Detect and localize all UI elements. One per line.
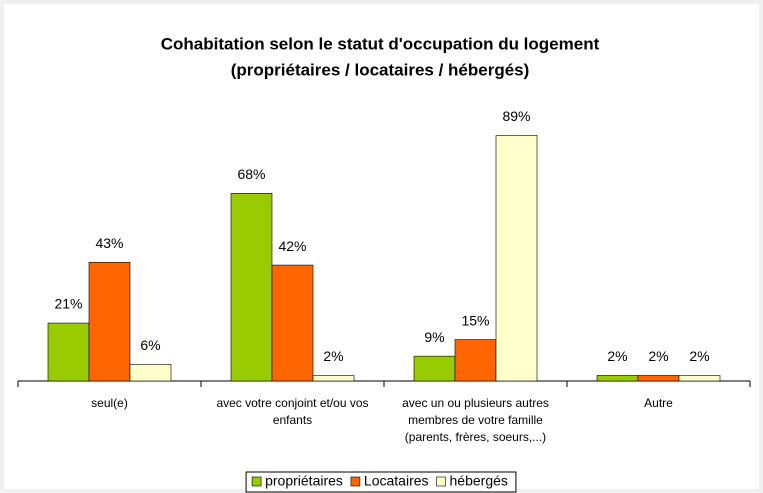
x-tick-label: Autre bbox=[644, 396, 673, 410]
data-label: 68% bbox=[237, 166, 265, 182]
legend-box bbox=[245, 471, 517, 493]
data-label: 2% bbox=[689, 348, 709, 364]
bar bbox=[678, 375, 721, 382]
legend-swatch bbox=[436, 476, 446, 487]
x-tick-label: avec un ou plusieurs autres membres de v… bbox=[402, 396, 549, 444]
bar bbox=[129, 364, 172, 382]
bar bbox=[312, 375, 355, 382]
bar bbox=[47, 322, 90, 382]
bar bbox=[637, 375, 680, 382]
bar bbox=[88, 262, 131, 382]
data-label: 2% bbox=[648, 348, 668, 364]
bar bbox=[271, 264, 314, 382]
legend-swatch bbox=[251, 476, 262, 487]
data-label: 21% bbox=[54, 296, 82, 312]
legend-label: propriétaires bbox=[265, 473, 343, 489]
bar bbox=[596, 375, 639, 382]
chart-subtitle: (propriétaires / locataires / hébergés) bbox=[231, 60, 530, 79]
data-label: 42% bbox=[278, 238, 306, 254]
plot-background bbox=[4, 4, 759, 489]
data-label: 15% bbox=[461, 312, 489, 328]
bar bbox=[230, 193, 273, 382]
data-label: 2% bbox=[607, 348, 627, 364]
legend-label: Locataires bbox=[364, 473, 429, 489]
bar bbox=[454, 339, 497, 382]
chart-title: Cohabitation selon le statut d'occupatio… bbox=[161, 34, 600, 53]
data-label: 9% bbox=[424, 329, 444, 345]
bar bbox=[413, 355, 456, 382]
x-tick-label: seul(e) bbox=[91, 396, 128, 410]
legend-swatch bbox=[350, 476, 361, 487]
legend-label: hébergés bbox=[450, 473, 508, 489]
data-label: 89% bbox=[502, 108, 530, 124]
data-label: 2% bbox=[323, 348, 343, 364]
data-label: 6% bbox=[140, 337, 160, 353]
bar bbox=[495, 135, 538, 382]
x-tick-label: avec votre conjoint et/ou vos enfants bbox=[216, 396, 369, 427]
data-label: 43% bbox=[95, 235, 123, 251]
